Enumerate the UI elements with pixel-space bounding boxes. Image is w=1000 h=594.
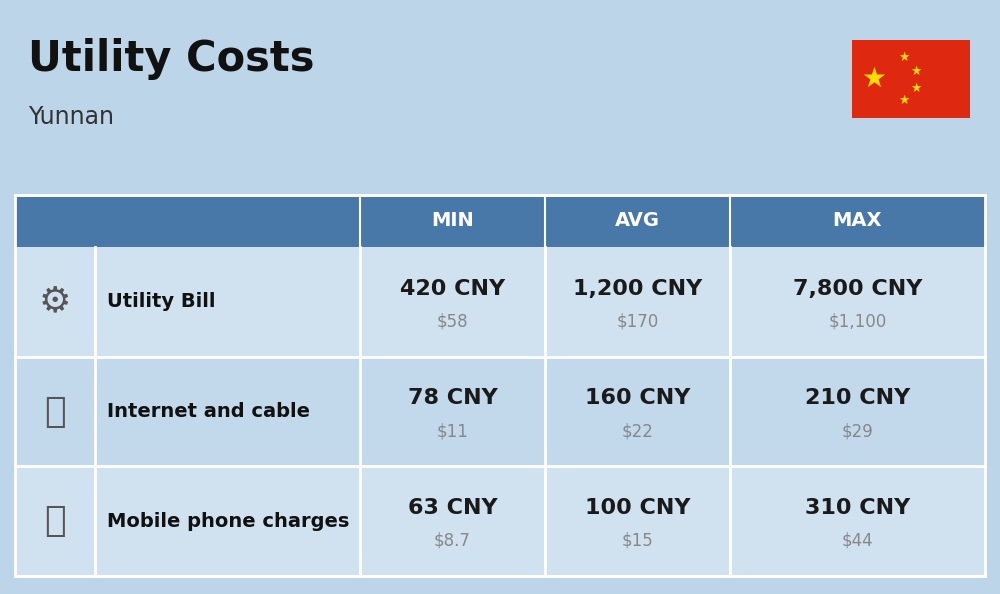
- Text: Yunnan: Yunnan: [28, 105, 114, 129]
- Text: MIN: MIN: [431, 211, 474, 230]
- Text: 78 CNY: 78 CNY: [408, 388, 497, 408]
- Bar: [15, 356, 985, 466]
- Text: ★: ★: [862, 65, 886, 93]
- Bar: [15, 195, 985, 247]
- Text: ★: ★: [898, 94, 910, 108]
- Text: ★: ★: [910, 65, 922, 78]
- Text: $1,100: $1,100: [828, 312, 887, 331]
- Text: Utility Costs: Utility Costs: [28, 38, 314, 80]
- Text: $44: $44: [842, 532, 873, 550]
- Text: 📡: 📡: [44, 394, 66, 428]
- Text: $11: $11: [437, 422, 468, 440]
- Bar: [852, 40, 970, 118]
- Text: ⚙: ⚙: [39, 285, 71, 319]
- Text: 210 CNY: 210 CNY: [805, 388, 910, 408]
- Text: $29: $29: [842, 422, 873, 440]
- Text: ★: ★: [898, 50, 910, 64]
- Text: $15: $15: [622, 532, 653, 550]
- Bar: [15, 195, 985, 576]
- Text: $170: $170: [616, 312, 659, 331]
- Text: Internet and cable: Internet and cable: [107, 402, 310, 421]
- Bar: [15, 247, 985, 356]
- Text: 7,800 CNY: 7,800 CNY: [793, 279, 922, 299]
- Text: 310 CNY: 310 CNY: [805, 498, 910, 518]
- Text: 420 CNY: 420 CNY: [400, 279, 505, 299]
- Text: $58: $58: [437, 312, 468, 331]
- Text: 📱: 📱: [44, 504, 66, 538]
- Text: $22: $22: [622, 422, 653, 440]
- Text: 100 CNY: 100 CNY: [585, 498, 690, 518]
- Text: ★: ★: [910, 82, 922, 95]
- Text: $8.7: $8.7: [434, 532, 471, 550]
- Text: 160 CNY: 160 CNY: [585, 388, 690, 408]
- Text: AVG: AVG: [615, 211, 660, 230]
- Text: Utility Bill: Utility Bill: [107, 292, 216, 311]
- Text: MAX: MAX: [833, 211, 882, 230]
- Text: 1,200 CNY: 1,200 CNY: [573, 279, 702, 299]
- Text: 63 CNY: 63 CNY: [408, 498, 497, 518]
- Text: Mobile phone charges: Mobile phone charges: [107, 511, 349, 530]
- Bar: [15, 466, 985, 576]
